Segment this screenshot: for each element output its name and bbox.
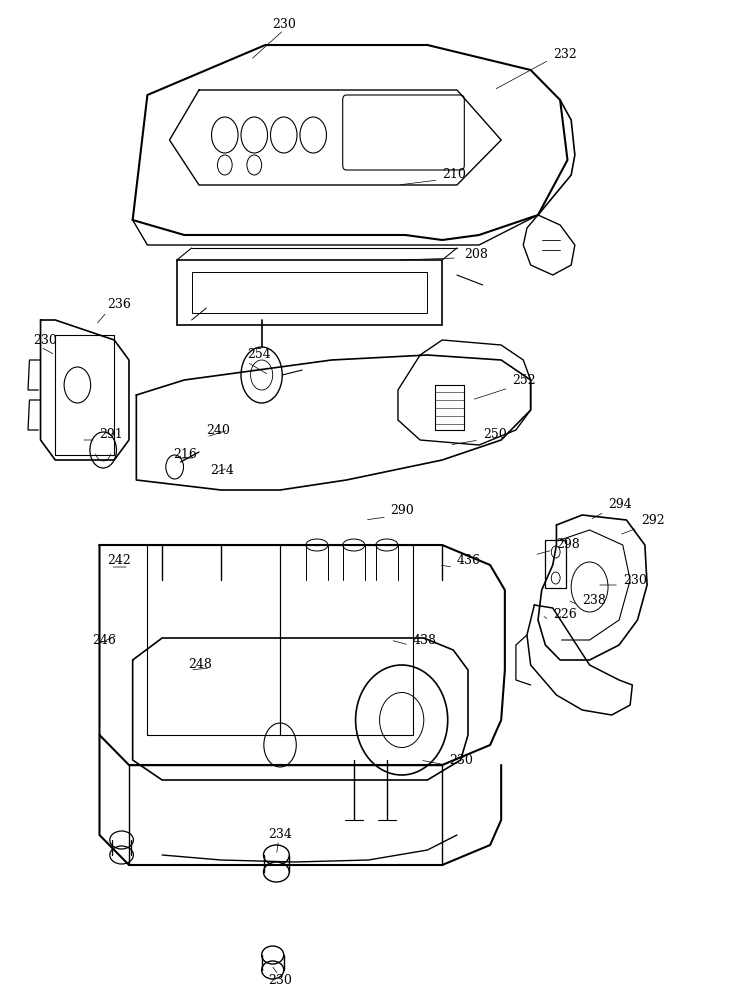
Text: 248: 248 [188, 658, 212, 672]
Text: 238: 238 [582, 593, 606, 606]
Text: 210: 210 [442, 168, 466, 182]
Text: 254: 254 [247, 349, 270, 361]
Text: 242: 242 [107, 554, 130, 566]
Text: 208: 208 [464, 248, 488, 261]
Text: 240: 240 [206, 424, 230, 436]
Text: 216: 216 [173, 448, 197, 462]
Text: 230: 230 [272, 18, 296, 31]
Bar [192, 272, 427, 313]
Text: 291: 291 [99, 428, 123, 442]
Text: 294: 294 [608, 498, 632, 512]
Bar [545, 540, 566, 588]
Text: 226: 226 [553, 608, 576, 621]
Text: 250: 250 [483, 428, 506, 442]
Text: 290: 290 [391, 504, 414, 516]
Text: 236: 236 [107, 298, 130, 312]
Text: 438: 438 [413, 634, 437, 647]
Text: 232: 232 [553, 48, 576, 62]
Text: 298: 298 [556, 538, 580, 552]
Text: 292: 292 [641, 514, 665, 526]
Text: 230: 230 [33, 334, 57, 347]
Text: 214: 214 [210, 464, 234, 477]
Text: 246: 246 [92, 634, 116, 647]
Text: 230: 230 [268, 974, 292, 986]
Bar [177, 260, 442, 325]
Text: 230: 230 [450, 754, 473, 766]
Text: 234: 234 [268, 828, 292, 842]
Text: 436: 436 [457, 554, 481, 566]
Text: 230: 230 [623, 574, 646, 586]
Text: 252: 252 [512, 373, 536, 386]
